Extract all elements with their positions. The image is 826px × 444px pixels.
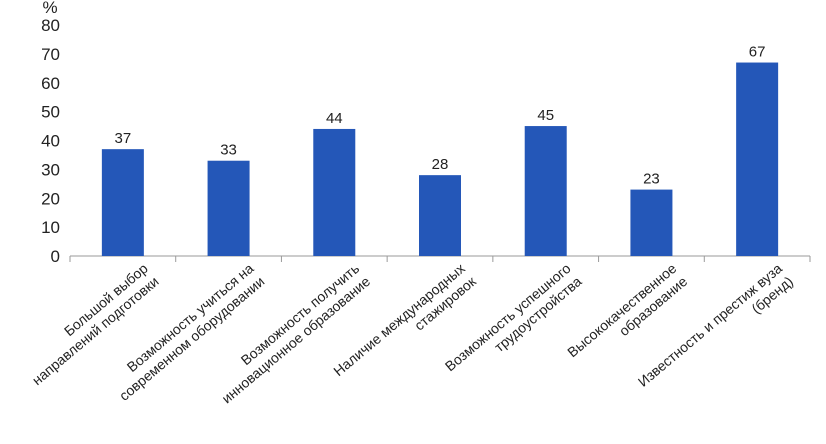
bar-value-label: 44 [326,110,343,127]
y-tick-label: 70 [41,45,60,64]
x-axis [69,255,811,262]
data-labels: 37 33 44 28 45 23 67 [115,44,766,188]
bar [630,189,673,256]
bar-value-label: 33 [220,142,237,159]
y-tick-label: 10 [41,218,60,237]
x-category-label-line: Высококачественное [564,260,679,360]
bar-value-label: 67 [749,44,766,61]
bar [524,126,567,256]
bar [207,160,250,256]
y-axis: 0 10 20 30 40 50 60 70 80 [41,16,60,266]
bar-series [101,62,779,256]
bar-value-label: 23 [643,171,660,188]
y-axis-unit-label: % [42,0,57,17]
bar [313,128,356,256]
bar-value-label: 45 [537,107,554,124]
y-tick-label: 20 [41,189,60,208]
y-tick-label: 60 [41,74,60,93]
y-tick-label: 80 [41,16,60,35]
y-tick-label: 50 [41,103,60,122]
bar [736,62,779,256]
category-labels: Большой выборнаправлений подготовкиВозмо… [29,260,796,406]
y-tick-label: 30 [41,160,60,179]
y-tick-label: 0 [51,247,60,266]
bar [101,149,144,256]
bar-value-label: 37 [115,130,132,147]
y-tick-label: 40 [41,132,60,151]
bar-value-label: 28 [432,156,449,173]
bar [419,175,461,256]
